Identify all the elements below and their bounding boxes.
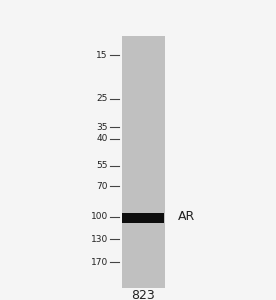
Bar [121,36,165,288]
Text: 35: 35 [96,123,108,132]
Text: 170: 170 [91,258,108,267]
Text: AR: AR [177,210,195,224]
Text: 100: 100 [91,212,108,221]
Bar [122,212,164,224]
Text: 70: 70 [96,182,108,191]
Text: 55: 55 [96,161,108,170]
Text: 25: 25 [97,94,108,103]
Text: 823: 823 [131,289,155,300]
Text: 15: 15 [96,50,108,59]
Text: 130: 130 [91,235,108,244]
Text: 40: 40 [97,134,108,143]
